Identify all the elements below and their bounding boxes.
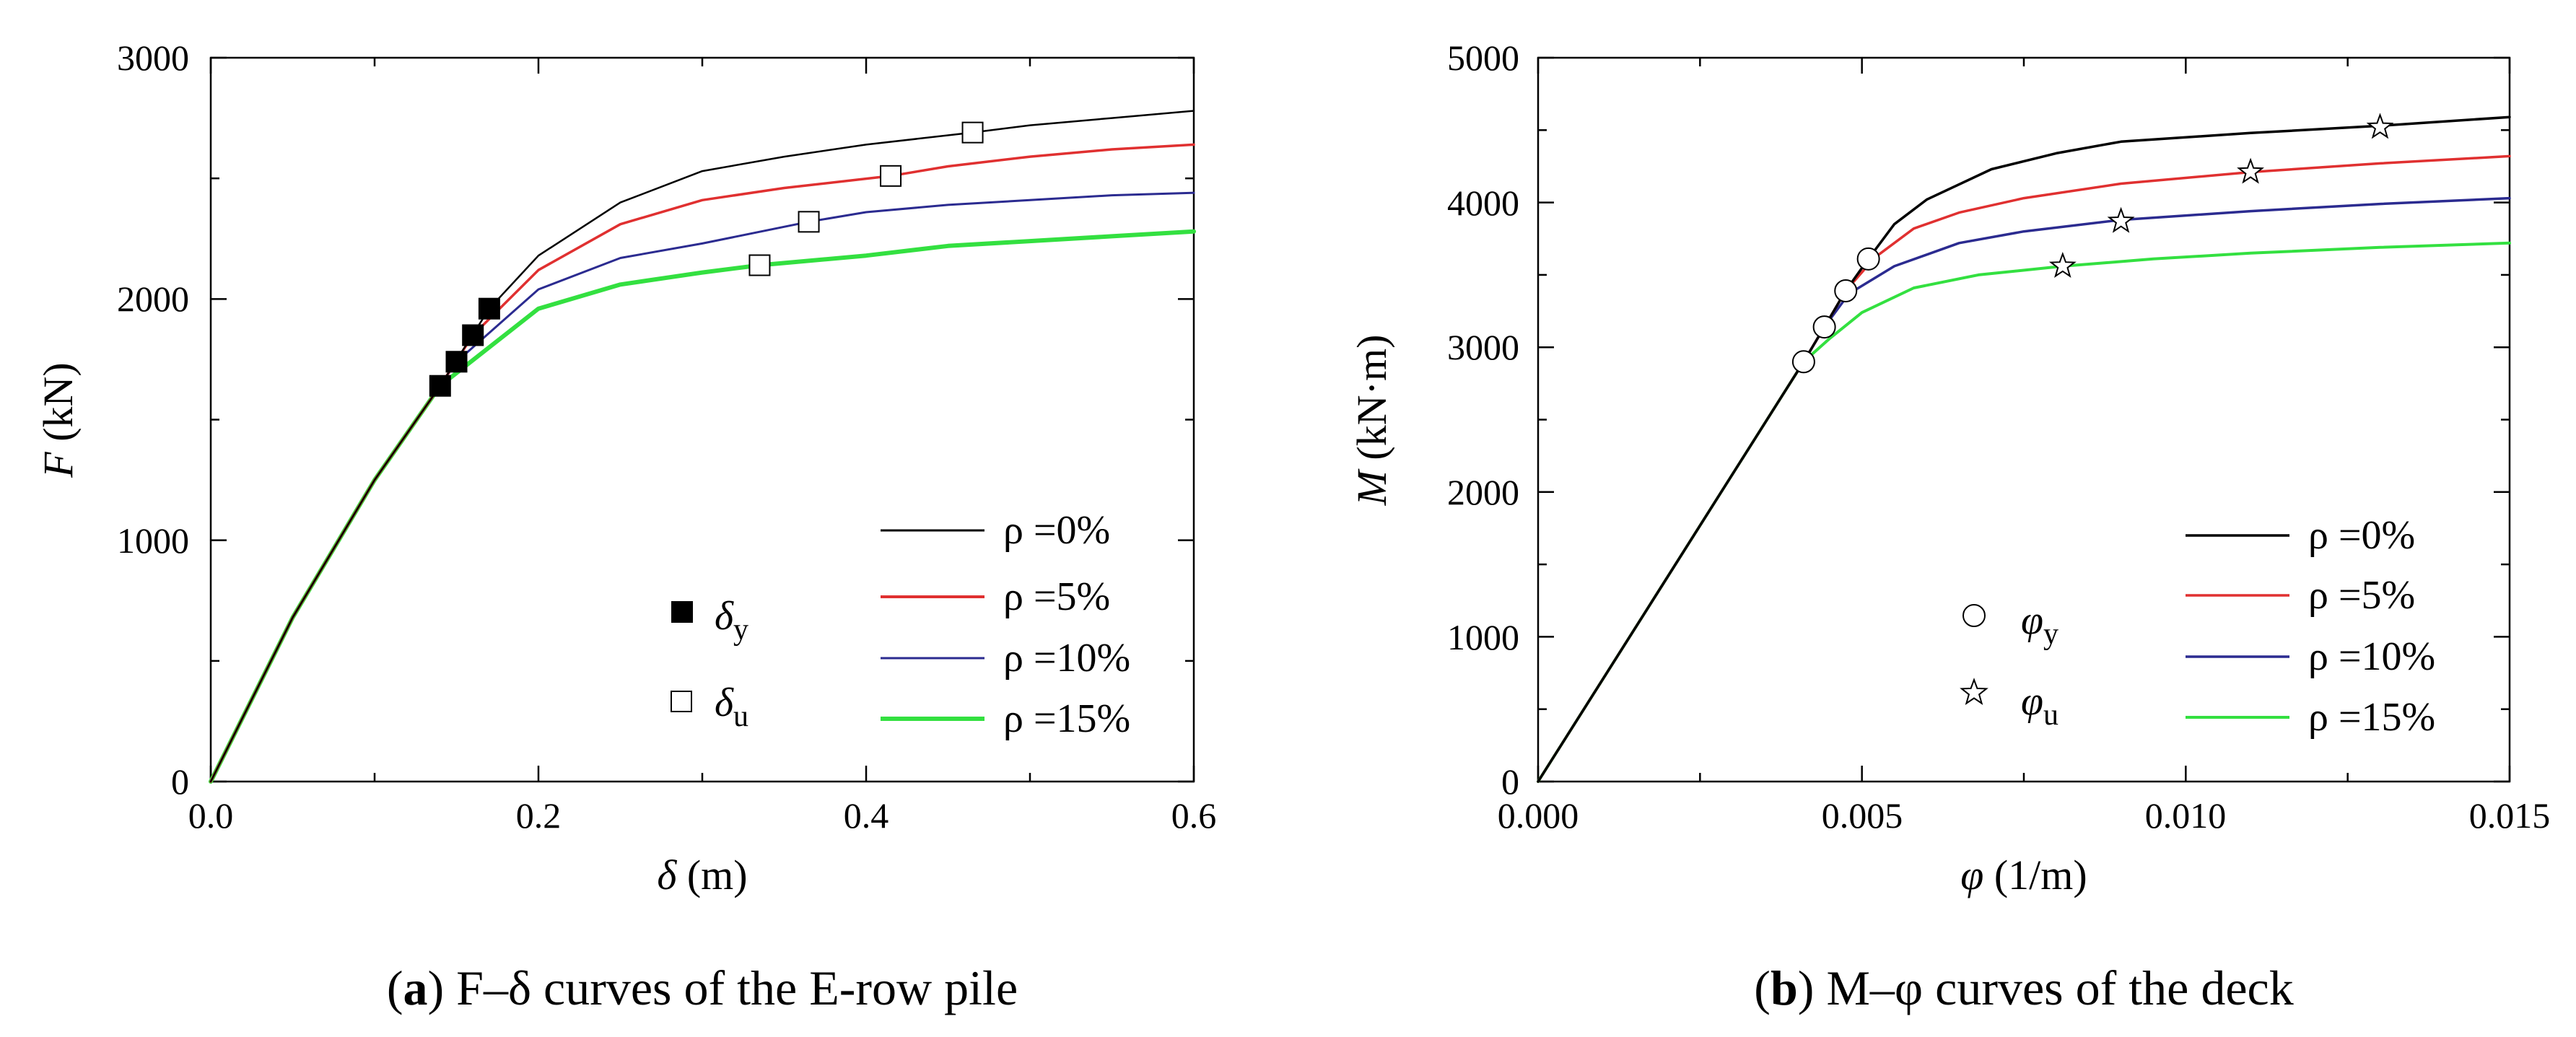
panel-a-ultimate-marker — [961, 121, 984, 144]
panel-b-y-axis-label: M (kN·m) — [1348, 335, 1395, 507]
panel-a-y-axis-label: F (kN) — [35, 362, 82, 478]
panel-a-caption: (a) F–δ curves of the E-row pile — [387, 961, 1018, 1015]
panel-b-xtick-label: 0.010 — [2145, 795, 2227, 836]
panel-b-ytick-label: 5000 — [1447, 38, 1519, 78]
panel-b-marker-legend: φy φu — [1960, 598, 2058, 732]
panel-b-series-legend: ρ =0% ρ =5% ρ =10% ρ =15% — [2186, 513, 2435, 740]
yield-marker-legend-swatch — [671, 601, 693, 623]
legend-label-rho-15: ρ =15% — [1003, 696, 1130, 741]
panel-a-ultimate-marker — [880, 165, 902, 187]
panel-b-xtick-label: 0.005 — [1822, 795, 1903, 836]
panel-b-ultimate-marker — [2237, 157, 2264, 184]
panel-a-ultimate-legend-label: δu — [715, 681, 748, 733]
panel-a-ultimate-marker — [748, 254, 771, 276]
panel-a-series — [209, 110, 1196, 784]
panel-b-ticks — [1537, 56, 2511, 783]
legend-label-rho-15: ρ =15% — [2308, 695, 2435, 740]
star-icon — [1960, 678, 1988, 705]
panel-a-xtick-label: 0.4 — [844, 795, 889, 836]
panel-b-xtick-label: 0.015 — [2469, 795, 2551, 836]
panel-b-yield-marker — [1856, 247, 1880, 271]
panel-a-xtick-label: 0.6 — [1171, 795, 1217, 836]
legend-label-rho-0: ρ =0% — [1003, 508, 1110, 553]
panel-a-plot-frame — [209, 56, 1195, 783]
panel-b-caption: (b) M–φ curves of the deck — [1754, 961, 2293, 1015]
panel-b-ultimate-marker — [2048, 251, 2077, 278]
panel-a-ytick-label: 2000 — [117, 279, 189, 319]
panel-a-marker-legend: δy δu — [671, 594, 748, 733]
legend-label-rho-10: ρ =10% — [1003, 636, 1130, 681]
legend-label-rho-5: ρ =5% — [1003, 574, 1110, 619]
panel-a-yield-marker — [462, 324, 484, 346]
panel-a-yield-marker — [429, 375, 451, 397]
ultimate-marker-legend-swatch — [671, 691, 692, 712]
panel-b-yield-marker — [1791, 350, 1815, 374]
panel-b-ytick-label: 0 — [1501, 761, 1519, 802]
panel-b-x-axis-label: φ (1/m) — [1960, 852, 2087, 898]
panel-b-ytick-label: 1000 — [1447, 617, 1519, 657]
panel-a-series-0-line — [209, 110, 1195, 783]
panel-b-plot-frame — [1537, 56, 2511, 783]
panel-a-x-axis-label: δ (m) — [657, 852, 747, 898]
panel-b-xtick-label: 0.000 — [1498, 795, 1579, 836]
panel-a-ytick-label: 1000 — [117, 520, 189, 561]
panel-a-ultimate-marker — [798, 211, 820, 233]
panel-b-yield-marker — [1812, 315, 1836, 339]
panel-b-yield-marker — [1834, 279, 1858, 302]
panel-a-xtick-label: 0.2 — [516, 795, 562, 836]
panel-a-yield-legend-label: δy — [715, 594, 748, 647]
panel-a-xtick-label: 0.0 — [188, 795, 234, 836]
panel-b-markers — [1791, 113, 2394, 374]
legend-label-rho-0: ρ =0% — [2308, 513, 2415, 558]
panel-b-ultimate-marker — [2366, 113, 2394, 139]
panel-b-yield-legend-label: φy — [2021, 598, 2058, 651]
panel-b-series-15-line — [1537, 241, 2511, 783]
panel-a-markers — [429, 121, 984, 397]
panel-a-series-legend: ρ =0% ρ =5% ρ =10% ρ =15% — [881, 508, 1130, 741]
panel-a-yield-marker — [478, 297, 500, 320]
panel-a-ytick-label: 0 — [171, 761, 189, 802]
yield-marker-legend-swatch — [1962, 604, 1986, 627]
panel-b-ultimate-legend-label: φu — [2021, 679, 2058, 732]
panel-a-yield-marker — [445, 351, 468, 373]
panel-a-ticks — [209, 56, 1195, 783]
panel-b-ytick-label: 2000 — [1447, 472, 1519, 512]
legend-label-rho-5: ρ =5% — [2308, 573, 2415, 618]
panel-b-ytick-label: 3000 — [1447, 327, 1519, 367]
ultimate-marker-legend-swatch — [1960, 678, 1988, 705]
panel-b-ultimate-marker — [2107, 206, 2135, 233]
panel-a-ytick-label: 3000 — [117, 38, 189, 78]
panel-b-ytick-label: 4000 — [1447, 183, 1519, 223]
panel-a-chart: 0.0 0.2 0.4 0.6 0 1000 2000 3000 δ (m) F… — [35, 38, 1216, 1015]
legend-label-rho-10: ρ =10% — [2308, 634, 2435, 679]
panel-b-chart: 0.000 0.005 0.010 0.015 0 1000 2000 3000… — [1348, 38, 2550, 1015]
